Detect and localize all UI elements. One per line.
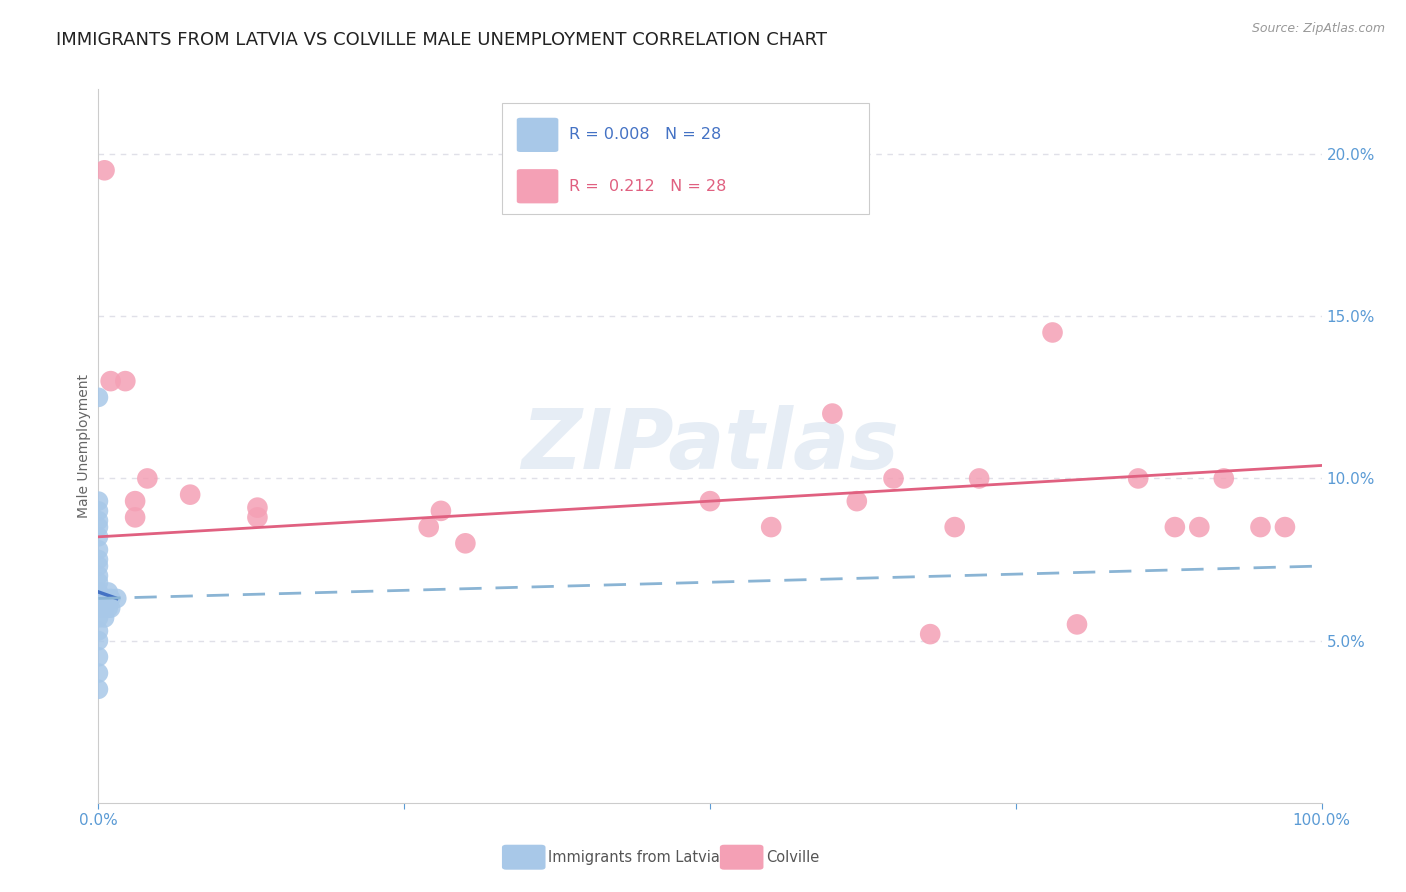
Point — [93, 591, 115, 606]
Point — [246, 500, 269, 515]
Point — [87, 494, 110, 508]
Point — [1274, 520, 1296, 534]
Point — [761, 520, 783, 534]
Point — [430, 504, 453, 518]
Point — [100, 601, 122, 615]
Text: ZIPatlas: ZIPatlas — [522, 406, 898, 486]
Point — [967, 471, 990, 485]
Text: Source: ZipAtlas.com: Source: ZipAtlas.com — [1251, 22, 1385, 36]
Point — [920, 627, 942, 641]
Point — [87, 542, 110, 557]
Point — [943, 520, 966, 534]
Point — [1128, 471, 1150, 485]
Point — [87, 552, 110, 566]
Point — [699, 494, 721, 508]
Point — [136, 471, 159, 485]
Text: R = 0.008   N = 28: R = 0.008 N = 28 — [569, 127, 721, 142]
Point — [454, 536, 477, 550]
Point — [246, 510, 269, 524]
Point — [87, 568, 110, 582]
Point — [1066, 617, 1088, 632]
Point — [87, 633, 110, 648]
Point — [93, 611, 115, 625]
Point — [87, 666, 110, 681]
Point — [87, 585, 110, 599]
Point — [87, 682, 110, 697]
Text: Colville: Colville — [766, 850, 820, 864]
Point — [87, 624, 110, 638]
Point — [87, 601, 110, 615]
Point — [87, 504, 110, 518]
Text: Immigrants from Latvia: Immigrants from Latvia — [548, 850, 720, 864]
Point — [97, 585, 120, 599]
Point — [124, 510, 146, 524]
Point — [124, 494, 146, 508]
Point — [87, 559, 110, 574]
Point — [87, 530, 110, 544]
FancyBboxPatch shape — [517, 169, 558, 203]
Point — [93, 163, 115, 178]
Point — [845, 494, 868, 508]
Point — [100, 374, 122, 388]
Point — [114, 374, 136, 388]
Text: R =  0.212   N = 28: R = 0.212 N = 28 — [569, 178, 727, 194]
Point — [821, 407, 844, 421]
Y-axis label: Male Unemployment: Male Unemployment — [77, 374, 91, 518]
FancyBboxPatch shape — [502, 103, 869, 214]
Point — [93, 601, 115, 615]
Point — [1164, 520, 1187, 534]
Point — [87, 591, 110, 606]
Point — [87, 390, 110, 404]
Point — [1212, 471, 1234, 485]
Point — [87, 649, 110, 664]
Point — [1249, 520, 1271, 534]
Text: IMMIGRANTS FROM LATVIA VS COLVILLE MALE UNEMPLOYMENT CORRELATION CHART: IMMIGRANTS FROM LATVIA VS COLVILLE MALE … — [56, 31, 827, 49]
Point — [87, 575, 110, 590]
Point — [1042, 326, 1064, 340]
Point — [1188, 520, 1211, 534]
Point — [883, 471, 905, 485]
FancyBboxPatch shape — [517, 118, 558, 152]
Point — [179, 488, 201, 502]
Point — [418, 520, 440, 534]
Point — [87, 611, 110, 625]
Point — [97, 601, 120, 615]
Point — [87, 514, 110, 528]
Point — [87, 520, 110, 534]
Point — [100, 591, 122, 606]
Point — [105, 591, 128, 606]
